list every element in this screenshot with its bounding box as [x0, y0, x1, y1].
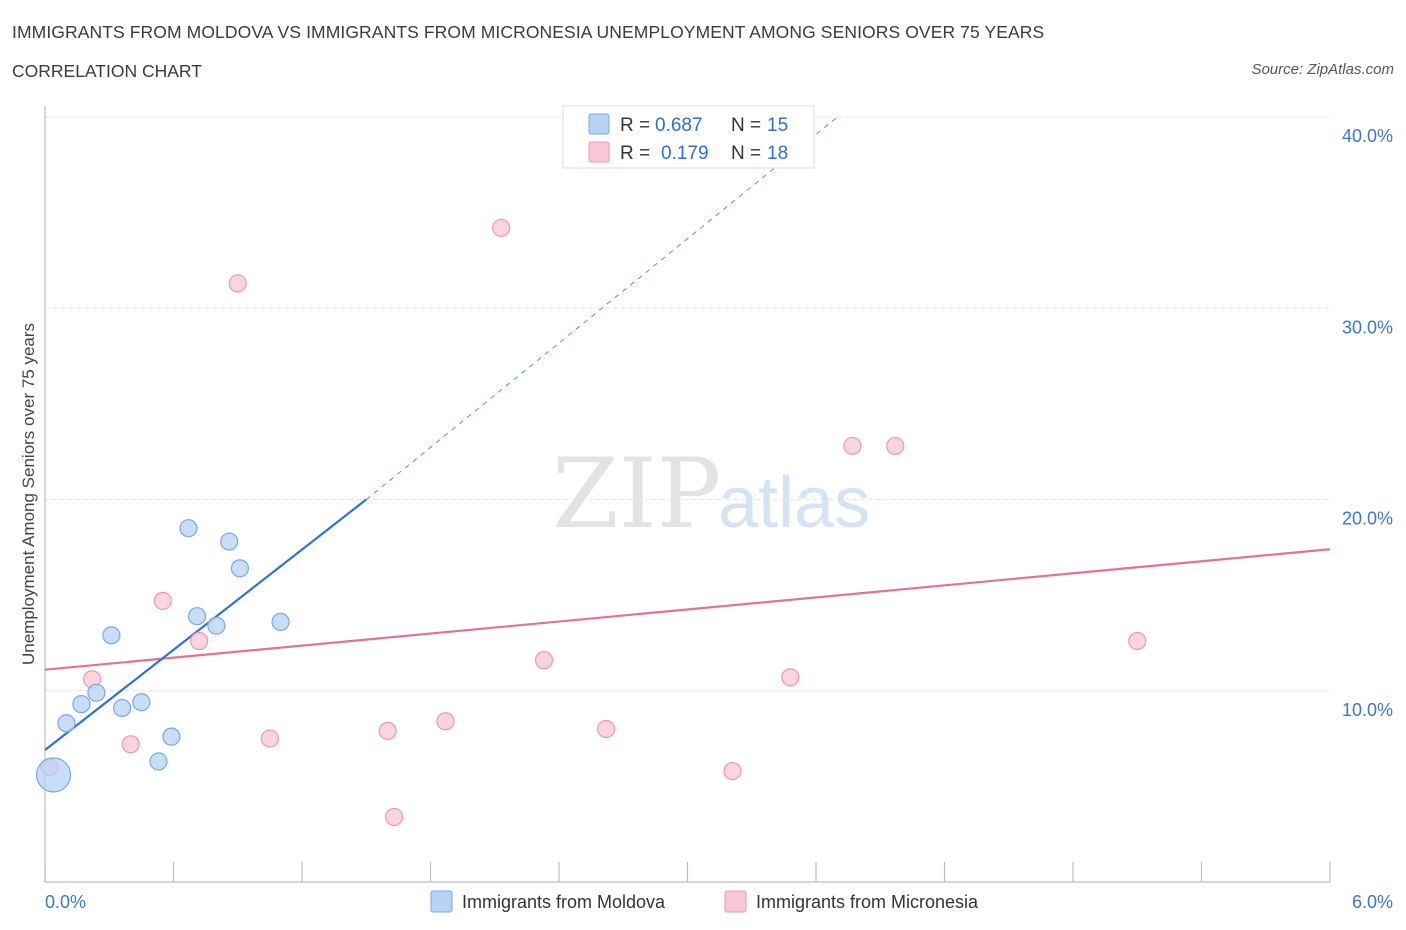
legend-r-label-1: R =	[620, 115, 650, 136]
source-note: Source: ZipAtlas.com	[1251, 61, 1394, 78]
point-moldova	[87, 683, 106, 702]
legend-swatch-micronesia	[588, 141, 610, 163]
point-micronesia	[534, 651, 554, 670]
trend-line-moldova	[44, 498, 367, 751]
point-moldova	[57, 714, 76, 733]
legend-n-label-2: N =	[731, 143, 761, 164]
legend-r-label-2: R =	[620, 143, 650, 164]
legend-n-label-1: N =	[731, 115, 761, 136]
point-micronesia	[121, 735, 140, 754]
legend-r-value-2: 0.179	[661, 143, 709, 164]
chart-title: IMMIGRANTS FROM MOLDOVA VS IMMIGRANTS FR…	[12, 22, 1045, 42]
point-moldova	[35, 757, 72, 793]
point-micronesia	[597, 719, 616, 739]
y-tick-label: 30.0%	[1342, 317, 1393, 337]
point-micronesia	[781, 668, 800, 687]
y-tick-label: 40.0%	[1342, 126, 1393, 146]
watermark-zip: ZIP	[552, 438, 721, 550]
point-micronesia	[378, 721, 397, 741]
trend-line-moldova-extrapolated	[365, 116, 838, 500]
chart-subtitle: CORRELATION CHART	[12, 61, 202, 81]
y-axis-label: Unemployment Among Seniors over 75 years	[19, 323, 38, 665]
y-tick-label: 10.0%	[1342, 700, 1393, 720]
point-moldova	[72, 695, 91, 714]
point-moldova	[230, 559, 249, 578]
bottom-legend-swatch-micronesia	[724, 890, 747, 913]
grid-lines	[45, 116, 1330, 692]
stats-legend: R = 0.687 N = 15 R = 0.179 N = 18	[562, 105, 815, 169]
x-tick-label-max: 6.0%	[1352, 892, 1393, 912]
data-points	[35, 218, 1147, 827]
point-moldova	[220, 532, 239, 551]
point-micronesia	[384, 807, 404, 827]
series-legend: Immigrants from Moldova Immigrants from …	[430, 890, 979, 913]
legend-n-value-2: 18	[767, 143, 788, 164]
point-micronesia	[886, 436, 905, 456]
watermark-atlas: atlas	[718, 463, 870, 543]
point-micronesia	[436, 712, 455, 731]
legend-r-value-1: 0.687	[655, 115, 703, 136]
point-micronesia	[723, 761, 742, 781]
bottom-legend-label-micronesia: Immigrants from Micronesia	[756, 892, 979, 912]
point-moldova	[149, 752, 168, 771]
y-tick-label: 20.0%	[1342, 509, 1393, 529]
point-micronesia	[843, 436, 862, 456]
point-micronesia	[153, 591, 172, 610]
bottom-legend-label-moldova: Immigrants from Moldova	[462, 892, 666, 912]
point-moldova	[112, 698, 132, 718]
point-micronesia	[260, 729, 279, 748]
point-micronesia	[492, 218, 511, 238]
point-moldova	[271, 612, 290, 632]
point-micronesia	[228, 274, 247, 293]
x-tick-label-min: 0.0%	[45, 892, 86, 912]
point-moldova	[179, 519, 198, 538]
y-tick-labels: 10.0% 20.0% 30.0% 40.0%	[1342, 126, 1393, 720]
point-moldova	[132, 693, 151, 712]
point-micronesia	[190, 631, 209, 651]
bottom-legend-swatch-moldova	[430, 890, 453, 913]
point-micronesia	[1128, 631, 1147, 651]
point-moldova	[162, 727, 181, 746]
point-moldova	[207, 616, 226, 635]
point-moldova	[187, 607, 207, 626]
point-moldova	[102, 626, 121, 645]
x-axis-ticks	[44, 862, 1331, 882]
trend-line-micronesia	[44, 548, 1331, 671]
legend-swatch-moldova	[588, 113, 610, 135]
legend-n-value-1: 15	[767, 115, 788, 136]
trend-lines	[44, 116, 1331, 751]
